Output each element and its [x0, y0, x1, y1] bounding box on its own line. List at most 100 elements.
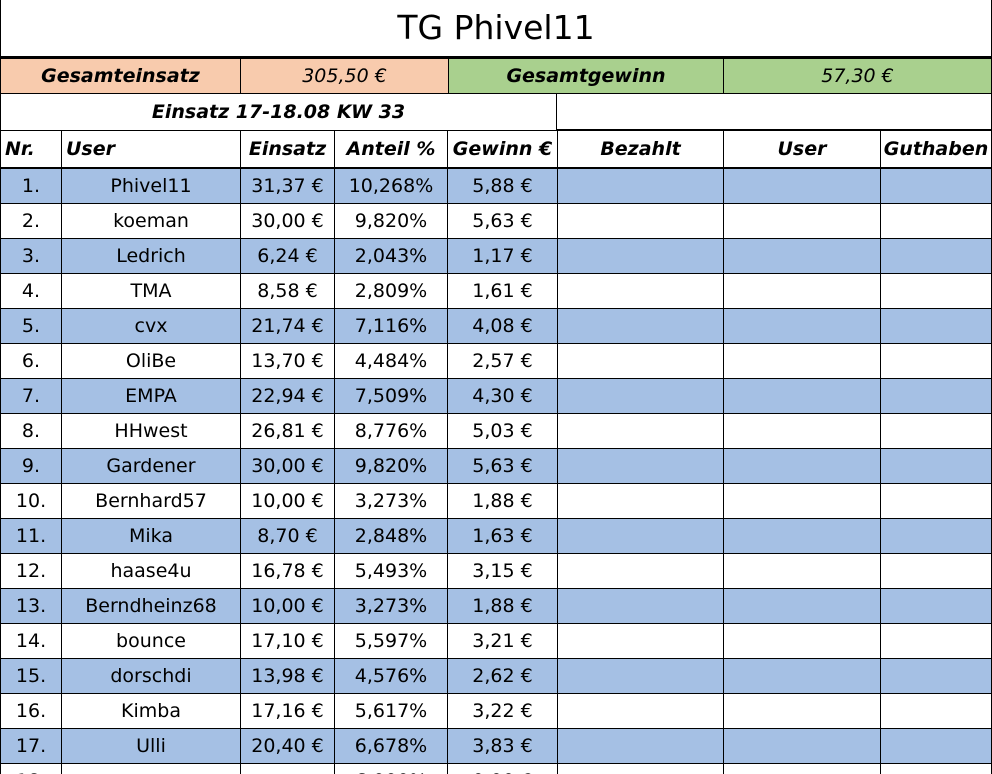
gesamteinsatz-label[interactable]: Gesamteinsatz [0, 58, 241, 94]
table-cell-gewinn[interactable]: 1,61 € [447, 273, 558, 309]
table-cell-gewinn[interactable]: 1,63 € [447, 518, 558, 554]
header-user[interactable]: User [61, 130, 241, 169]
table-cell-einsatz[interactable]: 16,78 € [240, 553, 335, 589]
table-cell-bezahlt[interactable] [557, 623, 724, 659]
table-cell-guthaben[interactable] [880, 448, 992, 484]
table-cell-user[interactable]: Mika [61, 518, 241, 554]
table-cell-anteil[interactable]: 6,678% [334, 728, 448, 764]
table-cell-user2[interactable] [723, 728, 881, 764]
table-cell-user2[interactable] [723, 553, 881, 589]
table-cell-nr[interactable]: 16. [0, 693, 62, 729]
table-cell-guthaben[interactable] [880, 693, 992, 729]
table-cell-einsatz[interactable]: 31,37 € [240, 168, 335, 204]
table-cell-bezahlt[interactable] [557, 588, 724, 624]
table-cell-nr[interactable]: 9. [0, 448, 62, 484]
header-bezahlt[interactable]: Bezahlt [557, 130, 724, 169]
table-cell-anteil[interactable]: 2,848% [334, 518, 448, 554]
table-cell-nr[interactable]: 8. [0, 413, 62, 449]
table-cell-anteil[interactable]: 5,597% [334, 623, 448, 659]
table-cell-gewinn[interactable]: 1,88 € [447, 588, 558, 624]
table-cell-nr[interactable]: 14. [0, 623, 62, 659]
table-cell-gewinn[interactable]: 5,63 € [447, 448, 558, 484]
gesamtgewinn-label[interactable]: Gesamtgewinn [448, 58, 724, 94]
table-cell-anteil[interactable]: 2,043% [334, 238, 448, 274]
table-cell-bezahlt[interactable] [557, 693, 724, 729]
table-cell-user[interactable]: Phivel11 [61, 168, 241, 204]
table-cell-guthaben[interactable] [880, 273, 992, 309]
table-cell-bezahlt[interactable] [557, 658, 724, 694]
table-cell-anteil[interactable]: 5,493% [334, 553, 448, 589]
table-cell-bezahlt[interactable] [557, 203, 724, 239]
table-cell-einsatz[interactable]: 22,94 € [240, 378, 335, 414]
table-cell-anteil[interactable]: 9,820% [334, 448, 448, 484]
table-cell-guthaben[interactable] [880, 658, 992, 694]
table-cell-einsatz[interactable]: 8,58 € [240, 273, 335, 309]
table-cell-user2[interactable] [723, 623, 881, 659]
table-cell-nr[interactable]: 6. [0, 343, 62, 379]
table-cell-guthaben[interactable] [880, 238, 992, 274]
header-einsatz[interactable]: Einsatz [240, 130, 335, 169]
table-cell-user2[interactable] [723, 588, 881, 624]
table-cell-bezahlt[interactable] [557, 238, 724, 274]
table-cell-user2[interactable] [723, 413, 881, 449]
table-cell-bezahlt[interactable] [557, 728, 724, 764]
table-cell-nr[interactable]: 18. [0, 763, 62, 774]
table-cell-user[interactable]: HHwest [61, 413, 241, 449]
table-cell-gewinn[interactable]: 5,88 € [447, 168, 558, 204]
table-cell-guthaben[interactable] [880, 553, 992, 589]
table-cell-gewinn[interactable]: 3,22 € [447, 693, 558, 729]
table-cell-user2[interactable] [723, 483, 881, 519]
table-cell-bezahlt[interactable] [557, 763, 724, 774]
table-cell-bezahlt[interactable] [557, 553, 724, 589]
table-cell-gewinn[interactable]: 0,00 € [447, 763, 558, 774]
table-cell-user[interactable]: dorschdi [61, 658, 241, 694]
table-cell-user2[interactable] [723, 273, 881, 309]
table-cell-einsatz[interactable]: 13,98 € [240, 658, 335, 694]
table-cell-anteil[interactable]: 9,820% [334, 203, 448, 239]
table-cell-guthaben[interactable] [880, 343, 992, 379]
table-cell-user[interactable]: Berndheinz68 [61, 588, 241, 624]
table-cell-einsatz[interactable]: 30,00 € [240, 203, 335, 239]
table-cell-bezahlt[interactable] [557, 308, 724, 344]
table-cell-nr[interactable]: 5. [0, 308, 62, 344]
table-cell-guthaben[interactable] [880, 378, 992, 414]
sheet-title[interactable]: TG Phivel11 [0, 0, 992, 58]
table-cell-user2[interactable] [723, 238, 881, 274]
table-cell-anteil[interactable]: 8,776% [334, 413, 448, 449]
table-cell-einsatz[interactable]: 26,81 € [240, 413, 335, 449]
table-cell-user2[interactable] [723, 308, 881, 344]
table-cell-anteil[interactable]: 4,484% [334, 343, 448, 379]
table-cell-einsatz[interactable]: 13,70 € [240, 343, 335, 379]
table-cell-guthaben[interactable] [880, 728, 992, 764]
gesamteinsatz-value[interactable]: 305,50 € [240, 58, 449, 94]
table-cell-user2[interactable] [723, 448, 881, 484]
table-cell-guthaben[interactable] [880, 203, 992, 239]
table-cell-user2[interactable] [723, 763, 881, 774]
table-cell-user[interactable]: koeman [61, 203, 241, 239]
header-nr[interactable]: Nr. [0, 130, 62, 169]
table-cell-nr[interactable]: 11. [0, 518, 62, 554]
table-cell-nr[interactable]: 12. [0, 553, 62, 589]
table-cell-user2[interactable] [723, 658, 881, 694]
table-cell-user[interactable]: Bernhard57 [61, 483, 241, 519]
table-cell-gewinn[interactable]: 5,03 € [447, 413, 558, 449]
table-cell-user2[interactable] [723, 168, 881, 204]
table-cell-bezahlt[interactable] [557, 483, 724, 519]
table-cell-user[interactable]: EMPA [61, 378, 241, 414]
table-cell-gewinn[interactable]: 3,15 € [447, 553, 558, 589]
header-anteil[interactable]: Anteil % [334, 130, 448, 169]
table-cell-bezahlt[interactable] [557, 343, 724, 379]
table-cell-einsatz[interactable]: 17,16 € [240, 693, 335, 729]
table-cell-bezahlt[interactable] [557, 273, 724, 309]
table-cell-nr[interactable]: 17. [0, 728, 62, 764]
table-cell-bezahlt[interactable] [557, 518, 724, 554]
table-cell-gewinn[interactable]: 2,62 € [447, 658, 558, 694]
table-cell-einsatz[interactable]: 17,10 € [240, 623, 335, 659]
table-cell-user[interactable]: bounce [61, 623, 241, 659]
table-cell-guthaben[interactable] [880, 168, 992, 204]
table-cell-gewinn[interactable]: 5,63 € [447, 203, 558, 239]
table-cell-nr[interactable]: 4. [0, 273, 62, 309]
table-cell-anteil[interactable]: 7,116% [334, 308, 448, 344]
table-cell-user2[interactable] [723, 378, 881, 414]
table-cell-anteil[interactable]: 3,273% [334, 588, 448, 624]
